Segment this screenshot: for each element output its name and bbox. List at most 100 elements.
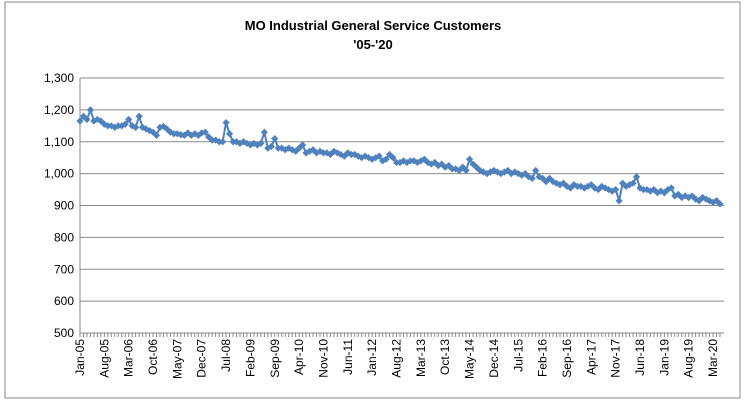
data-point <box>385 150 394 159</box>
data-point <box>472 163 481 171</box>
data-point <box>302 149 310 157</box>
data-point <box>629 179 637 187</box>
data-point <box>549 177 557 186</box>
data-point <box>222 119 230 127</box>
y-tick-label: 1,300 <box>44 71 74 85</box>
data-point <box>76 117 84 125</box>
x-tick-label: Aug-19 <box>682 339 696 378</box>
data-point <box>271 134 279 143</box>
x-tick-label: Jan-12 <box>365 339 379 376</box>
data-point <box>253 141 261 149</box>
data-point <box>612 185 620 194</box>
data-point <box>486 168 495 176</box>
data-point <box>260 128 268 136</box>
x-tick-label: Sep-16 <box>560 339 574 378</box>
x-tick-label: Apr-17 <box>584 339 598 375</box>
data-point <box>201 128 209 136</box>
data-point <box>326 150 335 159</box>
x-tick-label: Aug-12 <box>390 339 404 378</box>
y-tick-label: 800 <box>54 230 74 244</box>
x-tick-label: Aug-05 <box>97 339 111 378</box>
data-point <box>250 139 258 147</box>
chart-frame <box>4 1 741 399</box>
data-point <box>608 187 616 195</box>
data-point <box>264 144 272 152</box>
data-point <box>570 181 578 189</box>
x-tick-label: Oct-06 <box>146 339 160 375</box>
data-point <box>152 131 161 139</box>
y-tick-label: 500 <box>54 326 74 340</box>
data-point <box>653 189 661 197</box>
data-point <box>465 155 474 163</box>
data-point <box>312 149 321 157</box>
data-point <box>716 200 724 208</box>
x-tick-label: Jul-08 <box>219 339 233 372</box>
chart-subtitle: '05-'20 <box>353 37 392 52</box>
data-point <box>121 120 129 128</box>
data-point <box>445 162 453 170</box>
x-tick-label: May-07 <box>170 339 184 379</box>
data-point <box>403 158 411 167</box>
x-tick-label: Feb-16 <box>536 339 550 377</box>
x-tick-label: Sep-09 <box>268 339 282 378</box>
data-point <box>511 168 519 176</box>
x-tick-label: Apr-10 <box>292 339 306 375</box>
data-point <box>688 192 696 200</box>
data-point <box>712 197 721 205</box>
data-point <box>504 166 512 175</box>
chart-title: MO Industrial General Service Customers <box>245 18 501 33</box>
data-point <box>135 112 143 120</box>
data-point <box>532 166 540 175</box>
data-point <box>267 142 275 151</box>
x-tick-label: Jul-15 <box>511 339 525 372</box>
data-point <box>587 181 595 189</box>
x-tick-label: May-14 <box>463 339 477 379</box>
x-tick-label: Jun-11 <box>341 339 355 375</box>
x-tick-label: Nov-17 <box>609 339 623 378</box>
y-tick-label: 1,200 <box>44 103 74 117</box>
data-point <box>452 165 460 173</box>
data-point <box>292 147 300 155</box>
x-tick-label: Jun-18 <box>633 339 647 376</box>
data-point <box>671 192 679 200</box>
data-point <box>344 149 352 157</box>
x-tick-label: Dec-14 <box>487 339 501 378</box>
data-point <box>285 144 293 152</box>
data-point <box>125 115 133 124</box>
data-point <box>424 158 432 167</box>
data-point <box>483 170 491 178</box>
data-point <box>507 170 515 178</box>
data-point <box>389 154 397 162</box>
y-tick-label: 600 <box>54 294 74 308</box>
data-point <box>382 155 390 163</box>
data-point <box>591 184 599 192</box>
data-point <box>375 152 383 160</box>
y-tick-label: 1,100 <box>44 135 74 149</box>
data-point <box>372 154 380 162</box>
y-tick-label: 1,000 <box>44 167 74 181</box>
data-point <box>288 146 296 154</box>
data-point <box>299 141 307 149</box>
y-tick-label: 900 <box>54 199 74 213</box>
x-tick-label: Dec-07 <box>195 339 209 378</box>
data-point <box>667 184 675 192</box>
data-point <box>692 195 700 203</box>
data-point <box>566 184 575 192</box>
x-tick-label: Jan-19 <box>657 339 671 376</box>
data-point <box>632 173 641 181</box>
data-point <box>305 147 314 155</box>
data-point <box>257 139 265 147</box>
x-tick-label: Oct-13 <box>438 339 452 375</box>
data-point <box>368 155 376 163</box>
data-point <box>281 146 289 154</box>
data-point <box>615 197 623 205</box>
data-point <box>462 166 470 175</box>
data-point <box>323 149 331 157</box>
data-point <box>132 123 140 132</box>
data-point <box>219 138 227 146</box>
data-point <box>90 117 98 125</box>
x-tick-label: Nov-10 <box>316 339 330 378</box>
data-point <box>528 174 536 183</box>
x-tick-label: Mar-13 <box>414 339 428 377</box>
